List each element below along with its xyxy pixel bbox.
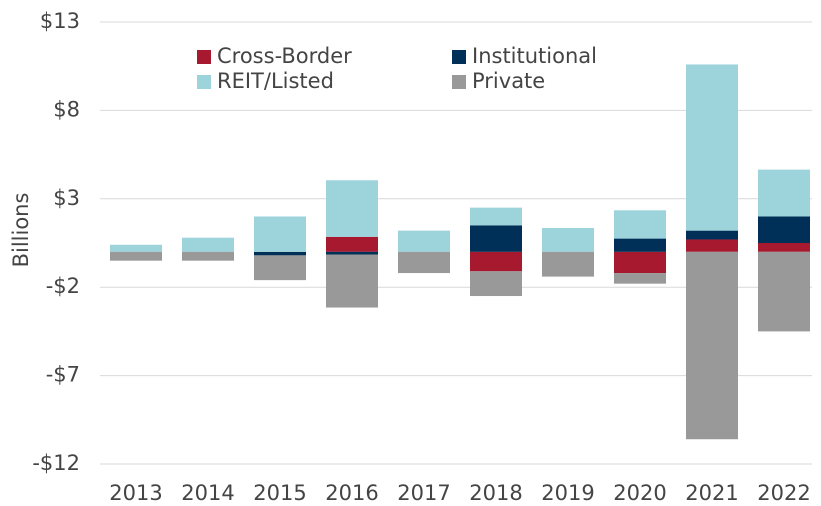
- bar-segment: [110, 251, 162, 261]
- bar-segment: [758, 169, 810, 217]
- y-tick-label: $13: [40, 9, 80, 33]
- bar-segment: [182, 237, 234, 252]
- bar-segment: [686, 230, 738, 240]
- bar-segment: [686, 239, 738, 252]
- bar-segment: [470, 271, 522, 297]
- y-tick-label: -$12: [32, 451, 80, 475]
- legend-swatch: [197, 50, 211, 64]
- bar-segment: [686, 64, 738, 231]
- bar-segment: [758, 251, 810, 332]
- bar-segment: [326, 251, 378, 255]
- x-tick-label: 2020: [613, 481, 666, 505]
- y-tick-label: $8: [53, 97, 80, 121]
- x-tick-label: 2013: [109, 481, 162, 505]
- bar-segment: [398, 230, 450, 252]
- bar-segment: [326, 254, 378, 308]
- x-tick-label: 2014: [181, 481, 234, 505]
- x-tick-label: 2016: [325, 481, 378, 505]
- bar-segment: [542, 227, 594, 252]
- x-tick-label: 2021: [685, 481, 738, 505]
- bar-segment: [542, 251, 594, 277]
- bar-segment: [254, 216, 306, 252]
- x-tick-label: 2022: [757, 481, 810, 505]
- legend-swatch: [452, 50, 466, 64]
- y-tick-label: -$7: [46, 363, 80, 387]
- y-axis-label: Billions: [9, 193, 33, 268]
- bar-segment: [398, 251, 450, 274]
- bar-segment: [470, 207, 522, 226]
- legend-swatch: [197, 75, 211, 89]
- bar-segment: [758, 243, 810, 252]
- bar-segment: [470, 225, 522, 252]
- bar-segment: [470, 251, 522, 272]
- bar-segment: [614, 238, 666, 252]
- y-tick-label: $3: [53, 186, 80, 210]
- bar-segment: [614, 251, 666, 274]
- legend-label: REIT/Listed: [217, 69, 334, 93]
- bar-segment: [182, 251, 234, 261]
- bar-segment: [326, 180, 378, 237]
- x-tick-label: 2015: [253, 481, 306, 505]
- bar-segment: [614, 210, 666, 239]
- legend-swatch: [452, 75, 466, 89]
- bar-segment: [758, 216, 810, 243]
- bar-segment: [254, 255, 306, 281]
- bar-segment: [614, 273, 666, 284]
- x-tick-label: 2018: [469, 481, 522, 505]
- y-tick-label: -$2: [46, 274, 80, 298]
- legend-label: Cross-Border: [217, 44, 352, 68]
- bar-segment: [326, 236, 378, 252]
- x-tick-label: 2017: [397, 481, 450, 505]
- legend-label: Institutional: [472, 44, 597, 68]
- x-tick-label: 2019: [541, 481, 594, 505]
- bar-segment: [686, 251, 738, 440]
- legend-label: Private: [472, 69, 545, 93]
- bar-segment: [254, 251, 306, 256]
- bar-segment: [110, 244, 162, 252]
